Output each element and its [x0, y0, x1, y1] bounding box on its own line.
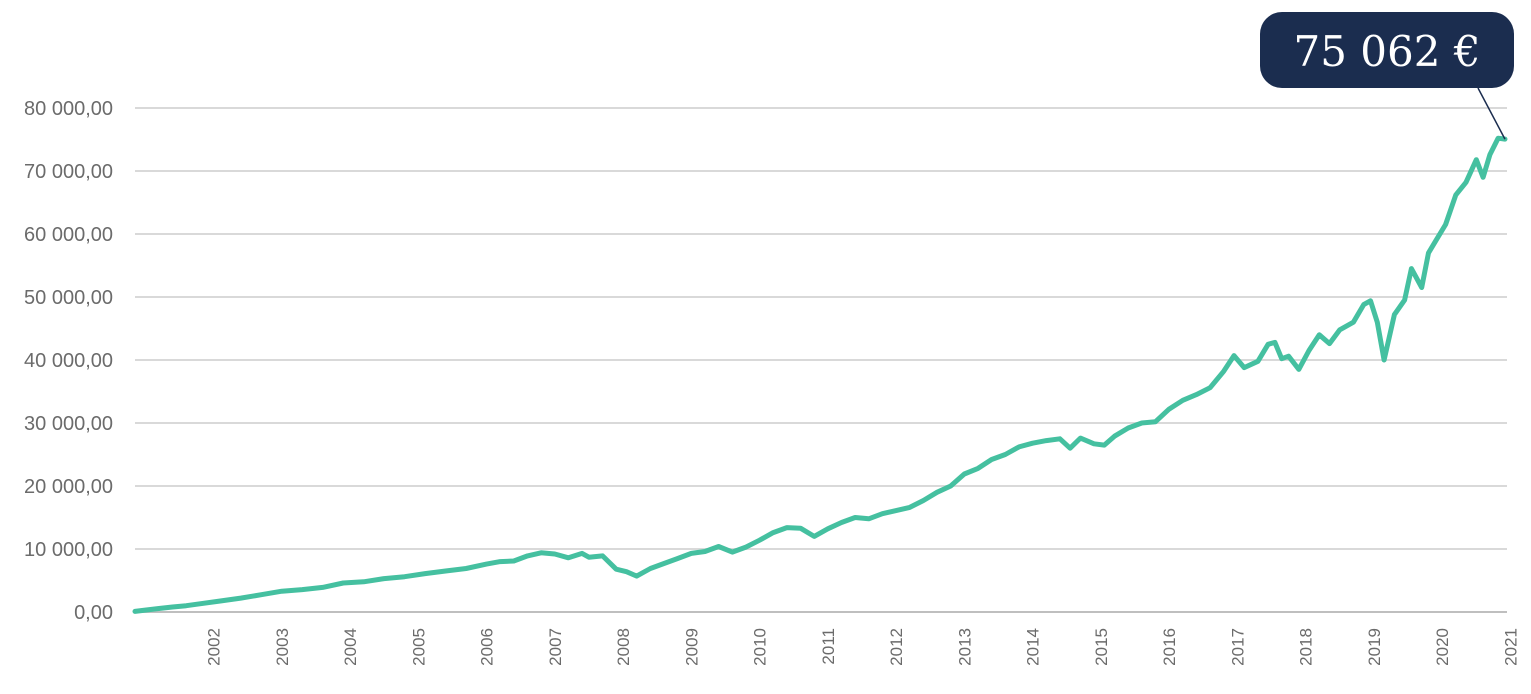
y-tick-label: 70 000,00 — [24, 161, 113, 183]
x-tick-label: 2006 — [478, 628, 497, 666]
x-tick-label: 2017 — [1228, 628, 1247, 666]
x-tick-label: 2005 — [409, 628, 428, 666]
y-tick-label: 40 000,00 — [24, 350, 113, 372]
x-tick-label: 2018 — [1297, 628, 1316, 666]
callout-background — [1260, 12, 1514, 88]
gridlines — [135, 107, 1507, 613]
y-tick-label: 30 000,00 — [24, 413, 113, 435]
series-line — [132, 135, 1508, 614]
x-tick-label: 2020 — [1433, 628, 1452, 666]
x-tick-label: 2004 — [341, 628, 360, 666]
x-tick-label: 2015 — [1092, 628, 1111, 666]
y-tick-label: 0,00 — [74, 602, 113, 624]
x-tick-label: 2011 — [819, 628, 838, 665]
x-axis-ticks: 2002 2003 2004 2005 2006 2007 2008 2009 2010 2011… — [204, 628, 1520, 666]
y-axis-ticks: 0,00 10 000,00 20 000,00 30 000,00 40 000,00… — [24, 98, 113, 624]
x-tick-label: 2010 — [751, 628, 770, 666]
y-tick-label: 20 000,00 — [24, 476, 113, 498]
y-tick-label: 50 000,00 — [24, 287, 113, 309]
x-tick-label: 2013 — [955, 628, 974, 666]
x-tick-label: 2009 — [682, 628, 701, 666]
x-tick-label: 2007 — [546, 628, 565, 666]
callout-leader-line — [1477, 87, 1506, 140]
y-tick-label: 80 000,00 — [24, 98, 113, 120]
x-tick-label: 2016 — [1160, 628, 1179, 666]
x-tick-label: 2014 — [1024, 628, 1043, 666]
x-tick-label: 2003 — [273, 628, 292, 666]
y-tick-label: 60 000,00 — [24, 224, 113, 246]
x-tick-label: 2021 — [1501, 628, 1520, 666]
x-tick-label: 2002 — [204, 628, 223, 666]
x-tick-label: 2008 — [614, 628, 633, 666]
callout-label: 75 062 € — [1293, 27, 1480, 76]
y-tick-label: 10 000,00 — [24, 539, 113, 561]
x-tick-label: 2019 — [1365, 628, 1384, 666]
x-tick-label: 2012 — [887, 628, 906, 666]
value-callout: 75 062 € — [1260, 12, 1514, 88]
